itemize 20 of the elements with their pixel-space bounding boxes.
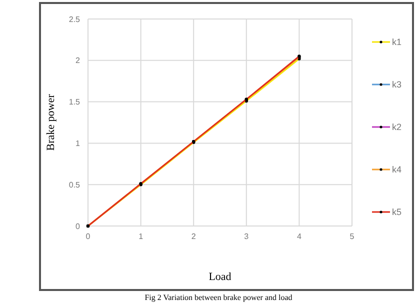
legend-label: k2 [392,122,402,132]
x-tick-label: 2 [191,232,196,241]
x-tick-label: 4 [296,232,302,241]
y-tick-label: 2 [76,56,81,66]
y-tick-label: 2.5 [68,14,81,24]
y-tick-label: 1 [76,139,81,148]
x-axis-title: Load [208,271,232,283]
x-tick-label: 5 [350,232,355,241]
legend-label: k1 [392,37,402,48]
y-tick-label: 1.5 [68,98,81,107]
caption: Fig 2 Variation between brake power and load [144,293,292,302]
x-tick-label: 0 [86,232,91,241]
y-tick-label: 0 [76,222,81,231]
legend-label: k4 [392,164,402,175]
y-axis-title: Brake power [45,94,57,151]
legend-label: k5 [392,207,402,218]
x-tick-label: 3 [244,232,250,241]
y-tick-label: 0.5 [68,180,81,190]
x-tick-label: 1 [138,232,144,241]
legend-label: k3 [392,80,402,90]
